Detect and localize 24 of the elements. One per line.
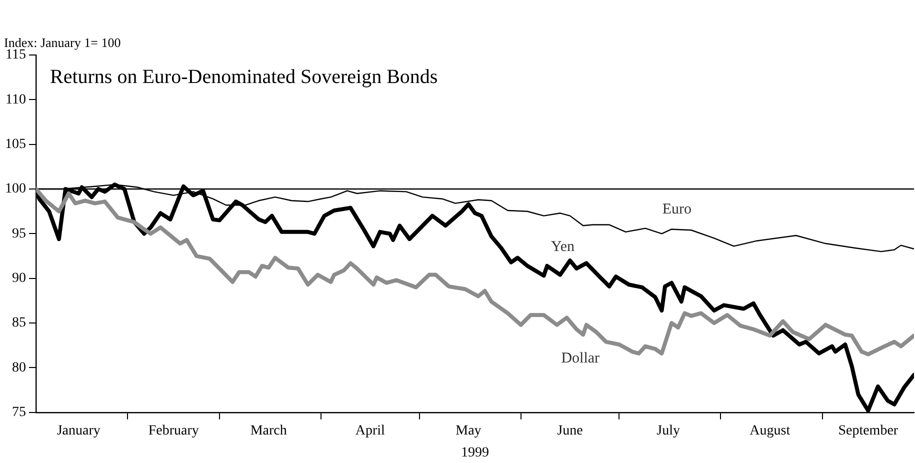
text: Returns on Euro-Denominated Sovereign Bonds <box>50 66 438 88</box>
x-tick-label: April <box>355 423 386 438</box>
x-tick-label: January <box>56 423 100 438</box>
y-tick-label: 95 <box>12 226 26 242</box>
series-label: Yen <box>551 238 576 255</box>
x-tick-label: May <box>456 423 482 438</box>
y-axis-title: Index: January 1= 100 <box>4 35 121 50</box>
y-tick-label: 85 <box>12 316 26 331</box>
x-tick-label: September <box>838 423 898 438</box>
x-tick-label: February <box>148 423 199 438</box>
y-tick-label: 75 <box>12 405 26 420</box>
x-tick-label: June <box>557 423 583 438</box>
y-tick-label: 90 <box>12 271 26 286</box>
y-tick-label: 115 <box>6 48 26 63</box>
y-tick-label: 100 <box>5 182 26 197</box>
x-tick-label: July <box>656 423 680 438</box>
x-tick-label: August <box>750 423 790 438</box>
y-tick-label: 80 <box>12 360 26 376</box>
y-tick-label: 105 <box>5 137 26 152</box>
x-tick-label: March <box>250 423 287 438</box>
series-label: Euro <box>662 201 692 218</box>
x-axis-title: 1999 <box>461 445 489 460</box>
series-label: Dollar <box>561 350 600 366</box>
y-tick-label: 110 <box>6 92 26 108</box>
